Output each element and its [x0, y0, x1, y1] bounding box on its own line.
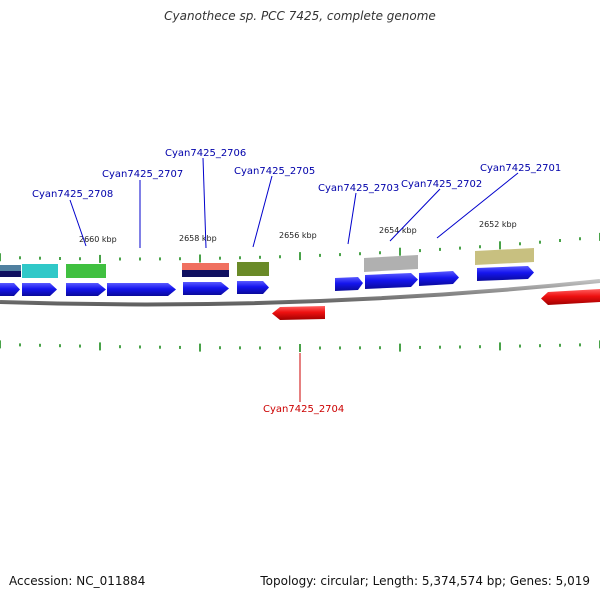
gene-label-2705: Cyan7425_2705 — [234, 166, 315, 177]
ruler-label-2658: 2658 kbp — [179, 234, 217, 243]
ruler-label-2652: 2652 kbp — [479, 220, 517, 229]
gene-label-2706: Cyan7425_2706 — [165, 148, 246, 159]
gene-forward — [477, 266, 534, 281]
gene-label-2702: Cyan7425_2702 — [401, 179, 482, 190]
ruler-label-2656: 2656 kbp — [279, 231, 317, 240]
genome-backbone — [0, 279, 600, 307]
tick-row-upper — [0, 232, 600, 263]
gene-forward — [183, 282, 229, 295]
leader-2708 — [69, 199, 87, 247]
leader-2702 — [389, 188, 441, 242]
reverse-strand-genes — [272, 289, 600, 320]
gene-forward — [419, 271, 459, 286]
topology-summary: Topology: circular; Length: 5,374,574 bp… — [260, 574, 590, 588]
cog-box-khaki — [475, 248, 534, 265]
gene-forward — [237, 281, 269, 294]
gene-forward — [22, 283, 57, 296]
leader-2705 — [252, 175, 273, 248]
gene-label-2708: Cyan7425_2708 — [32, 189, 113, 200]
gene-reverse — [541, 289, 600, 305]
cog-box-navy-left — [0, 271, 21, 277]
forward-strand-genes — [0, 266, 534, 296]
page-title: Cyanothece sp. PCC 7425, complete genome — [164, 9, 436, 23]
gene-label-2701: Cyan7425_2701 — [480, 163, 561, 174]
leader-2701 — [436, 172, 519, 239]
gene-forward — [107, 283, 176, 296]
cog-box-salmon — [182, 263, 229, 270]
gene-forward — [66, 283, 106, 296]
gene-forward — [365, 273, 418, 289]
gene-reverse — [272, 306, 325, 320]
gene-forward — [335, 277, 363, 291]
gene-label-2707: Cyan7425_2707 — [102, 169, 183, 180]
gene-forward — [0, 283, 20, 296]
cog-box-olive — [237, 262, 269, 276]
leader-2703 — [347, 192, 357, 245]
ruler-label-2660: 2660 kbp — [79, 235, 117, 244]
cog-box-navy — [182, 270, 229, 277]
cog-box-grey — [364, 255, 418, 272]
accession-text: Accession: NC_011884 — [9, 574, 146, 588]
cog-box-green — [66, 264, 106, 278]
gene-label-2703: Cyan7425_2703 — [318, 183, 399, 194]
leader-2706 — [202, 157, 207, 249]
gene-label-2704: Cyan7425_2704 — [263, 404, 344, 415]
tick-row-lower — [0, 340, 600, 352]
ruler-label-2654: 2654 kbp — [379, 226, 417, 235]
cog-box-cyan — [22, 264, 58, 278]
cog-category-track — [0, 248, 534, 278]
cog-box-steel — [0, 265, 21, 271]
label-leaders — [69, 157, 519, 402]
